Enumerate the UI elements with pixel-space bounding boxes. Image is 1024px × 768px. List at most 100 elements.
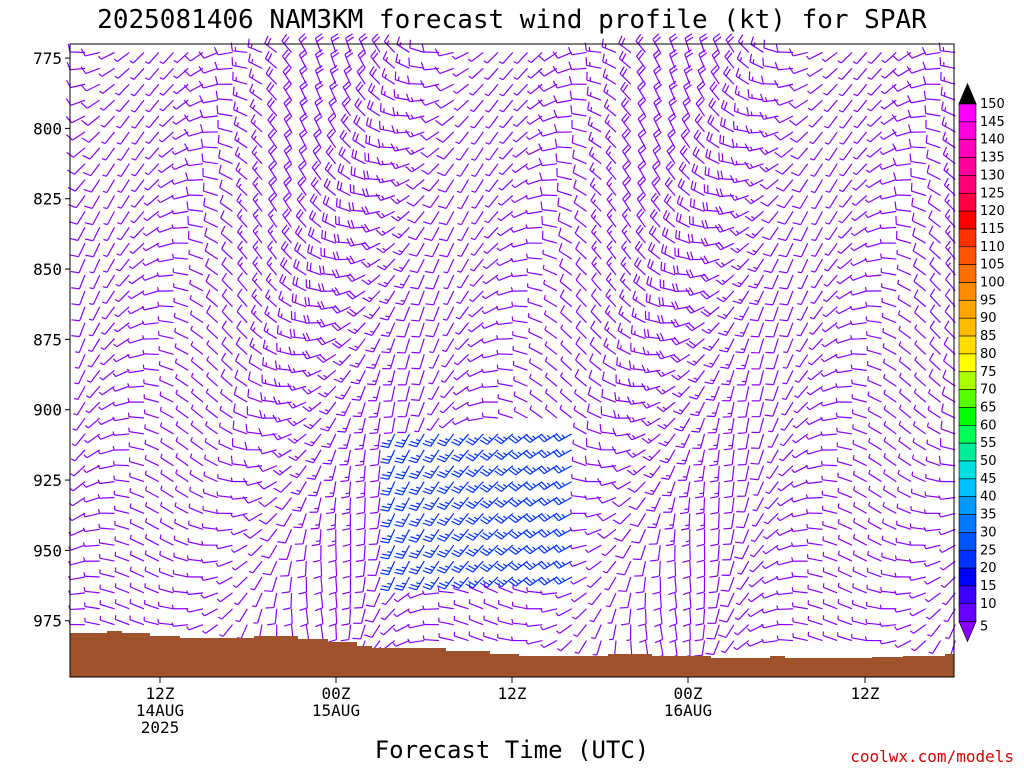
x-tick-label: 14AUG [136,701,184,720]
wind-barb [443,290,455,306]
wind-barb [837,550,853,562]
wind-barb [940,71,956,85]
wind-barb [682,624,692,643]
wind-barb [864,272,882,278]
wind-barb [825,195,838,209]
wind-barb [364,322,381,336]
wind-barb [258,512,278,525]
wind-barb [696,529,706,547]
wind-barb [331,322,351,332]
wind-barb [761,211,779,224]
wind-barb [293,258,307,276]
wind-barb [410,401,425,417]
wind-barb [777,211,794,225]
wind-barb [190,436,204,451]
wind-barb [84,417,101,429]
wind-barb [791,587,808,594]
wind-barb [570,592,587,603]
wind-barb [189,294,204,308]
wind-barb [481,306,499,315]
wind-barb [736,576,750,591]
wind-barb [510,272,528,278]
wind-barb [114,567,130,578]
wind-barb [898,325,912,340]
wind-barb [805,449,823,455]
wind-barb [523,528,543,539]
wind-barb [160,485,174,499]
wind-barb [823,274,838,287]
wind-barb [422,528,440,543]
wind-barb [438,633,454,642]
wind-barb [364,608,381,623]
wind-barb [702,338,720,352]
wind-barb [498,179,514,191]
wind-barb [894,572,912,578]
wind-barb [321,433,337,449]
wind-barb [806,554,823,562]
wind-barb [554,138,572,149]
wind-barb [204,421,219,435]
wind-barb [368,402,381,418]
wind-barb [186,572,204,578]
wind-barb [286,401,307,409]
wind-barb [202,168,218,181]
wind-barb [454,115,469,128]
wind-barb [221,272,233,292]
x-tick-label: 15AUG [312,701,360,720]
wind-barb [940,420,956,435]
colorbar-label: 105 [980,258,1005,273]
wind-barb [497,379,513,387]
wind-barb [351,148,366,165]
wind-barb [852,163,868,176]
wind-barb [619,289,632,308]
wind-barb [790,163,809,177]
wind-barb [338,146,351,165]
wind-barb [498,52,514,65]
wind-barb [117,179,130,193]
wind-barb [213,46,233,56]
wind-barb [392,242,410,256]
wind-barb [734,608,750,621]
wind-barb [852,424,867,435]
wind-barb [160,437,174,451]
wind-barb [694,465,706,483]
wind-barb [379,624,396,636]
wind-barb [189,279,204,292]
wind-barb [510,286,528,292]
wind-barb [159,534,174,546]
colorbar: 1501451401351301251201151101051009590858… [958,82,1005,643]
wind-barb [720,576,735,592]
wind-barb [451,433,469,446]
wind-barb [219,624,233,637]
wind-barb [708,576,720,594]
wind-barb [647,258,661,276]
wind-barb [525,147,543,156]
wind-barb [483,615,499,626]
wind-barb [436,147,455,160]
wind-barb [145,502,160,514]
wind-barb [369,66,381,85]
wind-barb [718,624,735,638]
wind-barb [272,432,292,441]
wind-barb [910,168,926,181]
wind-barb [494,481,514,492]
wind-barb [80,99,101,109]
wind-barb [682,561,692,580]
wind-barb [853,502,868,514]
wind-barb [366,354,381,369]
wind-barb [635,33,646,53]
wind-barb [408,576,425,591]
wind-barb [249,98,263,117]
wind-barb [451,449,469,462]
wind-barb [127,368,145,374]
wind-barb [84,227,101,242]
wind-barb [283,176,293,196]
wind-barb [630,325,646,340]
wind-barb [773,98,794,106]
wind-barb [822,536,838,546]
wind-barb [435,131,455,143]
wind-barb [436,528,455,542]
wind-barb [217,608,233,620]
wind-barb [422,513,440,527]
wind-barb [621,240,632,260]
